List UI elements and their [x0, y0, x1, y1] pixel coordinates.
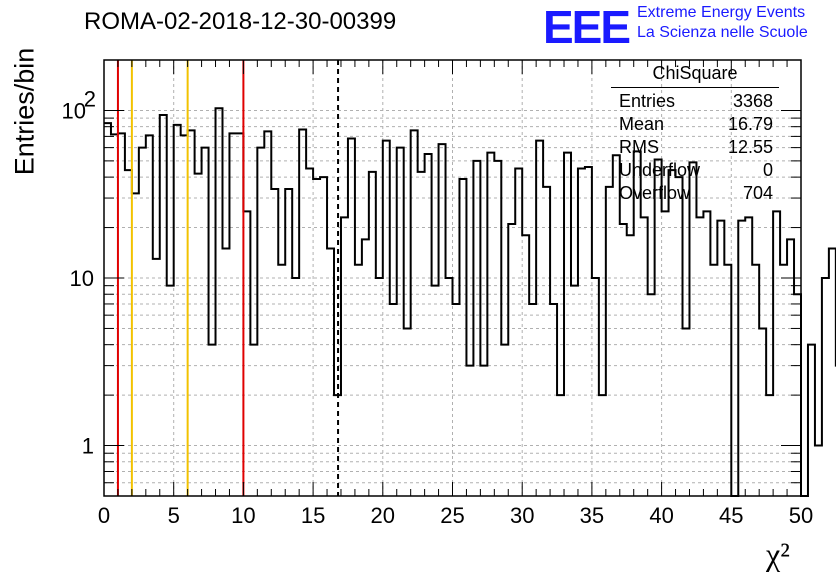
- x-tick-label: 30: [510, 503, 534, 528]
- stats-value: 3368: [732, 91, 773, 111]
- x-tick-label: 0: [98, 503, 110, 528]
- y-tick-label-exponent: 2: [84, 86, 96, 111]
- x-tick-label: 45: [719, 503, 743, 528]
- stats-value: 16.79: [727, 114, 773, 134]
- stats-label: Entries: [619, 91, 676, 111]
- y-tick-label: 10: [70, 266, 94, 291]
- y-tick-label: 10: [62, 98, 86, 123]
- x-tick-label: 40: [649, 503, 673, 528]
- stats-row-mean: Mean 16.79: [611, 113, 779, 136]
- x-tick-label: 10: [231, 503, 255, 528]
- brand-line-2: La Scienza nelle Scuole: [637, 24, 808, 41]
- stats-label: Overflow: [619, 183, 691, 203]
- stats-label: Mean: [619, 114, 665, 134]
- stats-row-entries: Entries 3368: [611, 90, 779, 113]
- x-tick-label: 25: [440, 503, 464, 528]
- stats-name: ChiSquare: [611, 63, 779, 88]
- stats-label: RMS: [619, 137, 659, 157]
- stats-value: 12.55: [727, 137, 773, 157]
- histogram-line: [104, 107, 836, 497]
- x-axis-label: χ²: [766, 536, 790, 572]
- stats-row-underflow: Underflow 0: [611, 159, 779, 182]
- x-tick-label: 35: [580, 503, 604, 528]
- stats-value: 704: [742, 183, 773, 203]
- chart-title: ROMA-02-2018-12-30-00399: [84, 8, 397, 35]
- y-tick-label: 1: [82, 434, 94, 459]
- stats-box: ChiSquare Entries 3368 Mean 16.79 RMS 12.55…: [611, 63, 779, 205]
- y-axis-label: Entries/bin: [9, 47, 40, 176]
- x-tick-label: 50: [789, 503, 813, 528]
- stats-value: 0: [762, 160, 773, 180]
- x-tick-label: 5: [168, 503, 180, 528]
- x-tick-label: 15: [301, 503, 325, 528]
- stats-label: Underflow: [619, 160, 701, 180]
- stats-row-rms: RMS 12.55: [611, 136, 779, 159]
- brand-line-1: Extreme Energy Events: [637, 4, 806, 21]
- stats-row-overflow: Overflow 704: [611, 182, 779, 205]
- eee-logo: EEE: [543, 1, 631, 53]
- x-tick-label: 20: [371, 503, 395, 528]
